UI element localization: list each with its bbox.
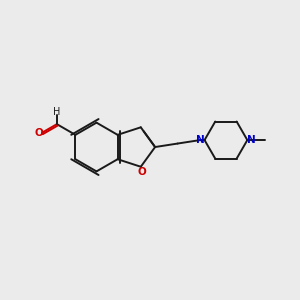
Text: H: H	[53, 107, 61, 117]
Text: O: O	[34, 128, 43, 138]
Text: O: O	[138, 167, 146, 177]
Text: N: N	[196, 135, 205, 145]
Text: N: N	[247, 135, 256, 145]
